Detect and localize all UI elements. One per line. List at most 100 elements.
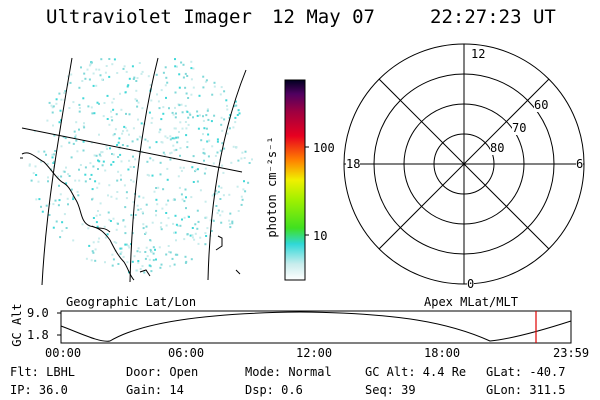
- emission-dot: [92, 251, 95, 254]
- emission-dot: [195, 168, 198, 171]
- emission-dot: [84, 173, 87, 176]
- emission-dot: [106, 233, 109, 236]
- emission-dot: [115, 113, 118, 116]
- emission-dot: [197, 242, 200, 245]
- emission-dot: [236, 114, 239, 116]
- emission-dot: [168, 250, 170, 253]
- emission-dot: [196, 180, 199, 183]
- emission-dot: [169, 158, 172, 161]
- mlat-label-80: 80: [490, 141, 505, 155]
- emission-dot: [244, 190, 247, 193]
- emission-dot: [175, 136, 178, 139]
- emission-dot: [136, 77, 139, 80]
- xtick-12: 12:00: [296, 346, 333, 360]
- emission-dot: [112, 108, 115, 111]
- emission-dot: [112, 153, 115, 156]
- emission-dot: [133, 76, 136, 79]
- emission-dot: [53, 160, 56, 163]
- emission-dot: [90, 61, 93, 64]
- emission-dot: [152, 246, 155, 249]
- emission-dot: [235, 146, 238, 148]
- emission-dot: [196, 110, 199, 113]
- emission-dot: [184, 261, 187, 264]
- emission-dot: [150, 250, 153, 253]
- emission-dot: [105, 145, 108, 148]
- emission-dot: [160, 89, 163, 92]
- emission-dot: [226, 132, 229, 135]
- seq-info: Seq: 39: [365, 383, 416, 397]
- emission-dot: [190, 196, 193, 199]
- emission-dot: [214, 189, 217, 192]
- emission-dot: [105, 65, 108, 67]
- emission-dot: [157, 186, 160, 189]
- emission-dot: [184, 86, 187, 89]
- emission-dot: [159, 226, 162, 229]
- emission-dot: [174, 65, 177, 68]
- emission-dot: [160, 221, 163, 224]
- emission-dot: [209, 219, 212, 222]
- emission-dot: [165, 96, 167, 99]
- emission-dot: [43, 150, 46, 153]
- emission-dot: [70, 188, 73, 191]
- emission-dot: [91, 198, 93, 201]
- emission-dot: [98, 182, 101, 185]
- emission-dot: [48, 214, 51, 216]
- emission-dot: [160, 141, 163, 143]
- emission-dot: [150, 270, 153, 273]
- emission-dot: [237, 210, 240, 212]
- emission-dot: [128, 77, 131, 80]
- emission-dot: [216, 138, 219, 141]
- emission-dot: [126, 145, 129, 147]
- emission-dot: [169, 138, 172, 141]
- altitude-timeline: [57, 310, 572, 344]
- emission-dot: [59, 236, 62, 239]
- emission-dot: [148, 111, 151, 114]
- emission-dot: [47, 180, 49, 183]
- emission-dot: [144, 251, 147, 253]
- emission-dot: [147, 75, 150, 78]
- emission-dot: [146, 255, 149, 258]
- emission-dot: [131, 65, 134, 68]
- emission-dot: [203, 152, 206, 155]
- emission-dot: [90, 61, 93, 64]
- emission-dot: [89, 162, 92, 165]
- emission-dot: [69, 81, 72, 84]
- emission-dot: [131, 232, 134, 235]
- emission-dot: [112, 134, 115, 137]
- emission-dot: [128, 113, 131, 116]
- emission-dot: [116, 72, 119, 74]
- emission-dot: [140, 122, 143, 125]
- emission-dot: [187, 116, 190, 119]
- emission-dot: [40, 205, 42, 208]
- emission-dot: [28, 164, 31, 167]
- emission-dot: [128, 159, 131, 162]
- emission-dot: [68, 141, 71, 144]
- emission-dot: [123, 65, 126, 68]
- emission-dot: [47, 176, 49, 179]
- emission-dot: [60, 175, 63, 178]
- emission-dot: [235, 146, 238, 149]
- emission-dot: [174, 127, 177, 130]
- emission-dot: [35, 174, 38, 176]
- emission-dot: [116, 144, 119, 146]
- emission-dot: [132, 201, 135, 204]
- emission-dot: [109, 220, 112, 222]
- emission-dot: [181, 218, 183, 221]
- emission-dot: [173, 263, 176, 266]
- emission-dot: [220, 123, 223, 126]
- emission-dot: [132, 166, 135, 168]
- emission-dot: [138, 62, 141, 64]
- emission-dot: [151, 174, 154, 177]
- emission-dot: [117, 141, 120, 144]
- emission-dot: [228, 116, 231, 119]
- emission-dot: [58, 92, 61, 95]
- emission-dot: [190, 67, 193, 70]
- emission-dot: [104, 236, 107, 239]
- emission-dot: [149, 248, 152, 251]
- xtick-06: 06:00: [168, 346, 205, 360]
- emission-dot: [165, 212, 168, 214]
- emission-dot: [126, 129, 129, 132]
- emission-dot: [174, 253, 177, 256]
- emission-dot: [65, 182, 68, 185]
- emission-dot: [138, 151, 141, 154]
